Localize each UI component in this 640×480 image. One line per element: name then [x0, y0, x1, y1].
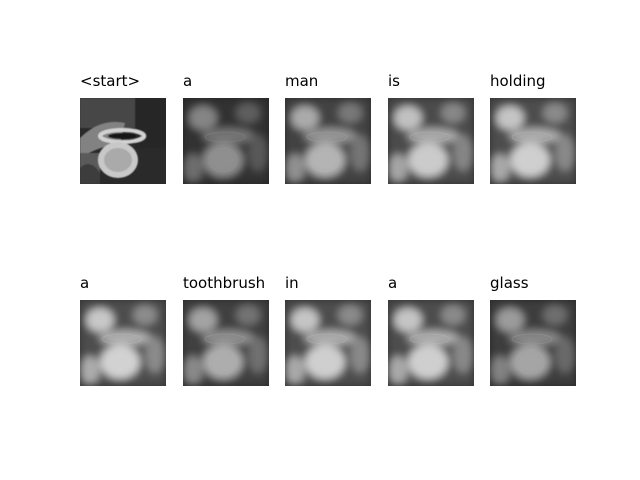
panel-row2-col1: a: [80, 274, 166, 386]
panel-row1-col3: man: [285, 72, 371, 184]
caption-word: <start>: [80, 72, 141, 90]
panel-row1-col5: holding: [490, 72, 576, 184]
caption-word: a: [388, 274, 398, 292]
attention-image: [285, 98, 371, 184]
panel-row2-col3: in: [285, 274, 371, 386]
panel-row2-col5: glass: [490, 274, 576, 386]
caption-word: holding: [490, 72, 546, 90]
panel-row1-col4: is: [388, 72, 474, 184]
attention-image: [490, 300, 576, 386]
attention-image: [285, 300, 371, 386]
panel-row2-col2: toothbrush: [183, 274, 269, 386]
caption-word: glass: [490, 274, 529, 292]
attention-image: [183, 300, 269, 386]
attention-image: [80, 98, 166, 184]
attention-image: [183, 98, 269, 184]
attention-image: [80, 300, 166, 386]
panel-row1-col1: <start>: [80, 72, 166, 184]
attention-image: [388, 300, 474, 386]
caption-word: toothbrush: [183, 274, 266, 292]
panel-row1-col2: a: [183, 72, 269, 184]
caption-word: man: [285, 72, 319, 90]
caption-word: a: [183, 72, 193, 90]
caption-word: in: [285, 274, 299, 292]
caption-word: a: [80, 274, 90, 292]
panel-row2-col4: a: [388, 274, 474, 386]
attention-image: [490, 98, 576, 184]
attention-image: [388, 98, 474, 184]
caption-word: is: [388, 72, 400, 90]
